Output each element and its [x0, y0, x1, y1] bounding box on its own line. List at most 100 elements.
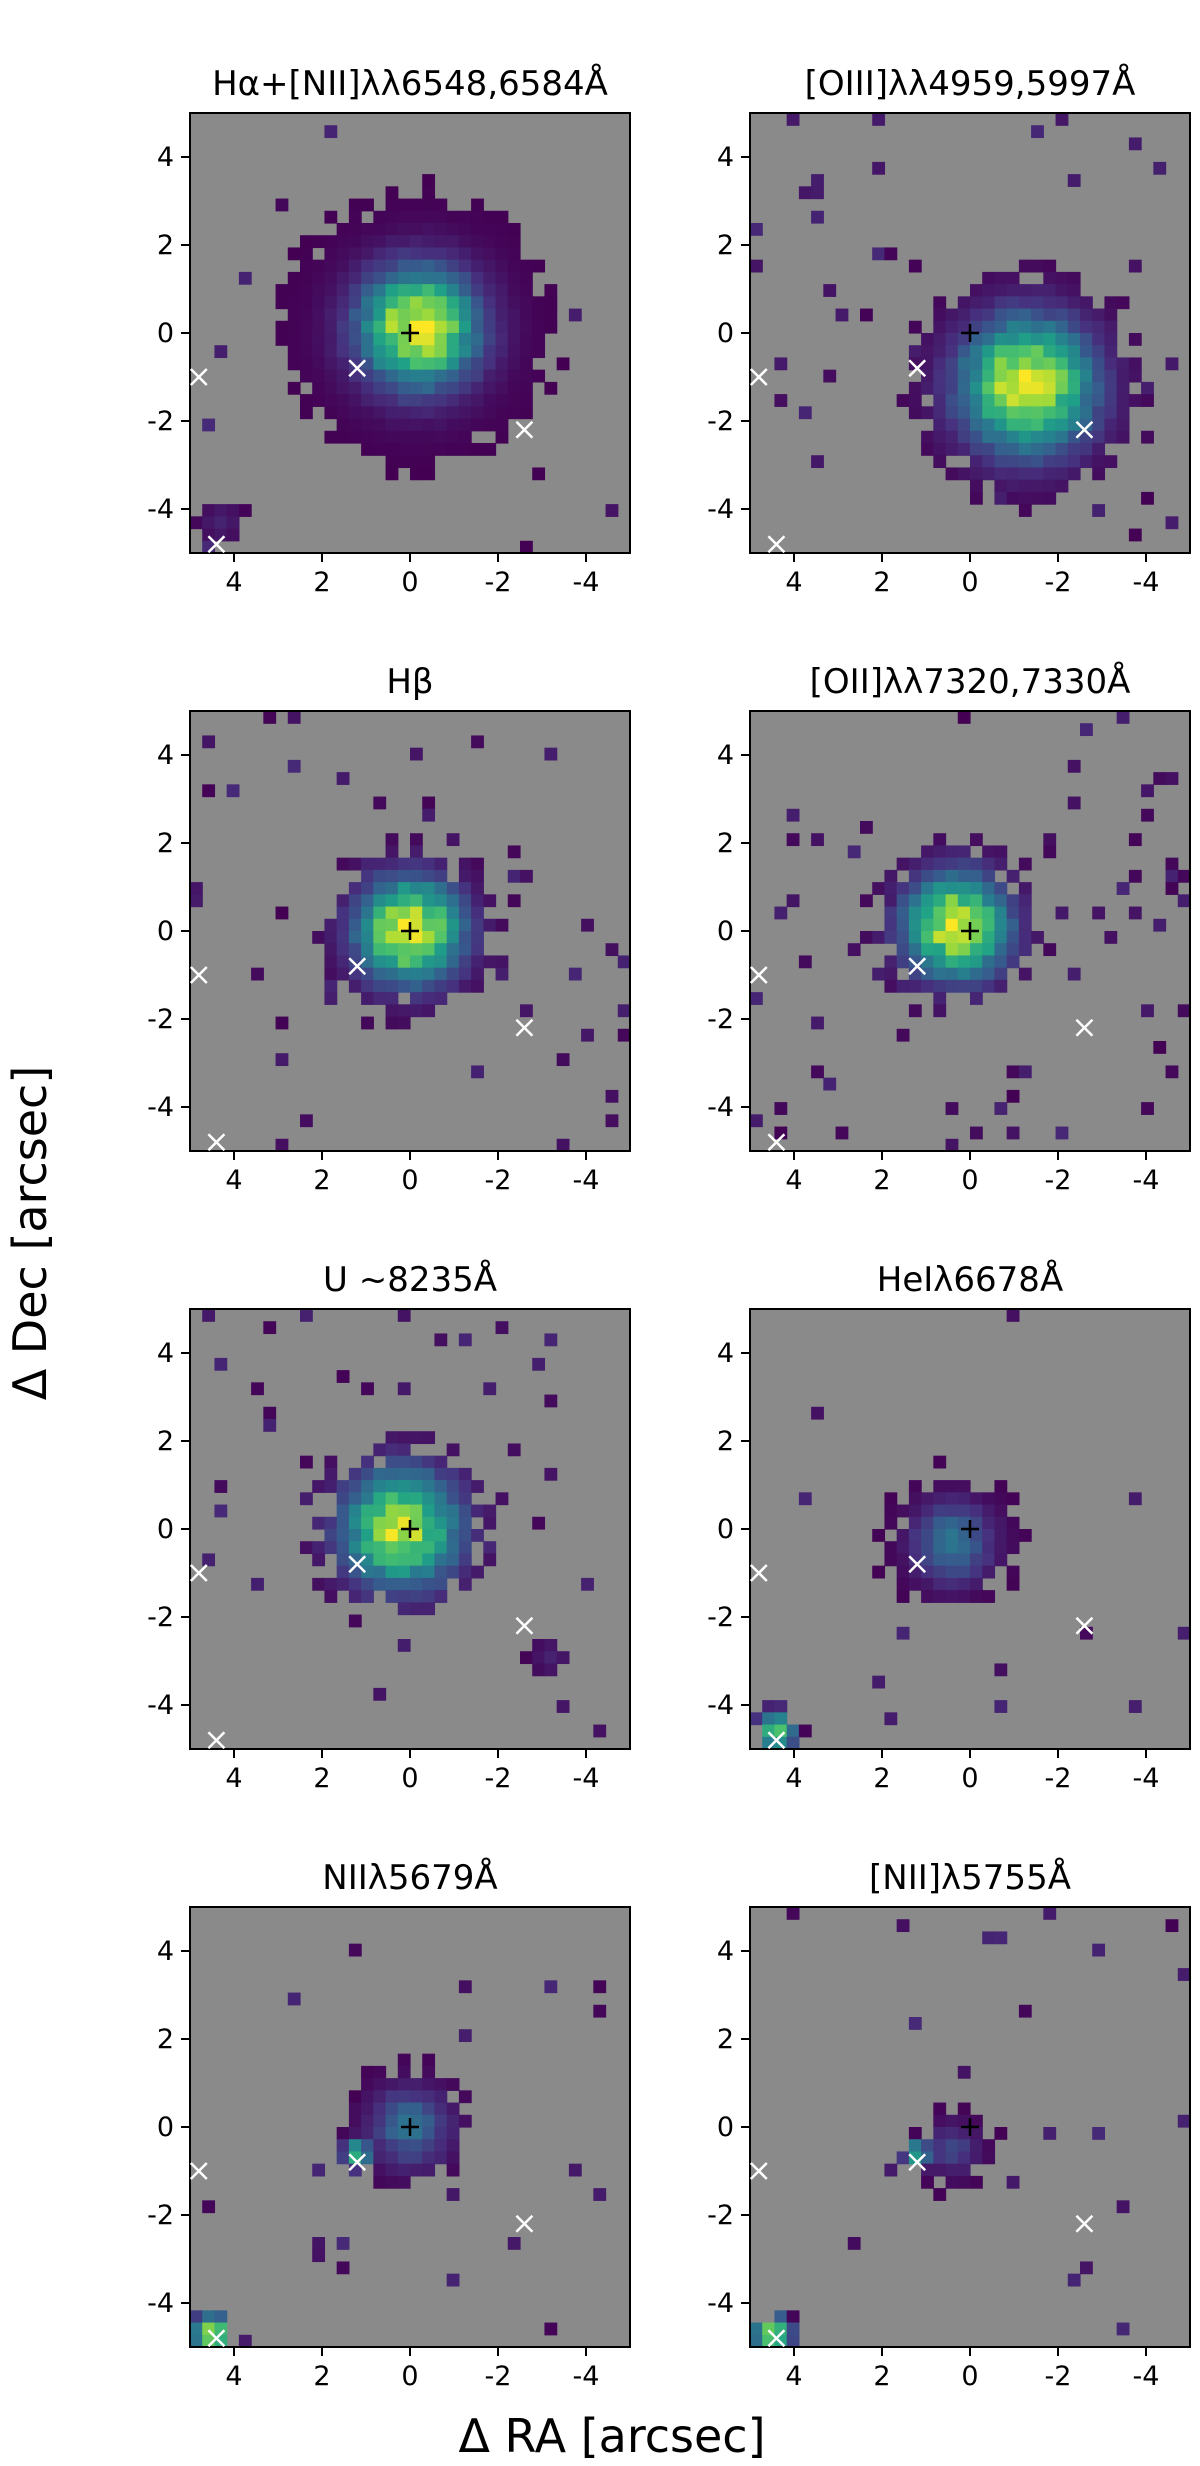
map-pixel: [532, 369, 546, 383]
map-pixel: [994, 1529, 1008, 1542]
map-pixel: [1006, 491, 1020, 505]
map-pixel: [361, 882, 374, 895]
map-pixel: [945, 1492, 959, 1506]
map-pixel: [275, 1138, 289, 1152]
map-pixel: [422, 369, 436, 383]
x-tick-label: 4: [785, 2361, 802, 2392]
map-pixel: [933, 1553, 947, 1567]
map-pixel: [483, 210, 497, 224]
map-pixel: [957, 1577, 971, 1591]
map-pixel: [581, 1577, 594, 1591]
map-pixel: [397, 247, 411, 261]
map-pixel: [957, 357, 971, 371]
map-pixel: [361, 2102, 374, 2116]
map-pixel: [786, 1724, 800, 1738]
map-pixel: [483, 247, 497, 261]
map-pixel: [1006, 479, 1020, 493]
map-pixel: [397, 296, 411, 310]
map-pixel: [1055, 345, 1069, 359]
y-tick-label: -4: [707, 494, 734, 525]
map-pixel: [786, 2322, 800, 2336]
map-pixel: [458, 284, 472, 297]
map-pixel: [774, 1712, 788, 1726]
map-pixel: [397, 2151, 411, 2165]
map-pixel: [312, 2249, 326, 2263]
map-pixel: [544, 296, 558, 310]
map-pixel: [957, 430, 971, 444]
map-pixel: [446, 235, 460, 249]
map-pixel: [1018, 455, 1032, 469]
map-pixel: [471, 735, 484, 749]
map-pixel: [397, 223, 411, 236]
map-pixel: [483, 955, 497, 969]
map-pixel: [385, 357, 399, 371]
star-marker: [515, 1616, 534, 1635]
map-pixel: [373, 906, 387, 920]
map-pixel: [446, 1516, 460, 1530]
map-pixel: [300, 1309, 313, 1322]
map-pixel: [1006, 918, 1020, 932]
map-pixel: [1031, 284, 1044, 297]
map-pixel: [422, 796, 436, 810]
map-pixel: [471, 443, 484, 456]
map-pixel: [287, 381, 301, 395]
map-pixel: [1055, 479, 1069, 493]
map-pixel: [275, 906, 289, 920]
map-pixel: [434, 2127, 448, 2140]
map-pixel: [446, 2139, 460, 2153]
map-pixel: [1055, 467, 1069, 481]
map-pixel: [1043, 406, 1057, 420]
map-pixel: [957, 918, 971, 932]
map-pixel: [410, 869, 423, 883]
center-marker: [401, 1520, 419, 1538]
x-tick-label: 0: [401, 1763, 418, 1794]
map-pixel: [434, 259, 448, 273]
map-pixel: [1031, 406, 1044, 420]
map-pixel: [483, 345, 497, 359]
map-pixel: [385, 943, 399, 957]
map-pixel: [373, 1565, 387, 1579]
center-marker: [961, 922, 979, 940]
map-pixel: [422, 992, 436, 1005]
map-pixel: [348, 906, 362, 920]
map-pixel: [532, 1663, 546, 1677]
y-tick-label: -4: [147, 2288, 174, 2319]
map-pixel: [373, 2114, 387, 2128]
map-pixel: [908, 869, 922, 883]
map-pixel: [397, 308, 411, 322]
map-pixel: [446, 357, 460, 371]
map-pixel: [1067, 796, 1081, 810]
map-pixel: [385, 869, 399, 883]
map-pixel: [190, 2334, 203, 2348]
map-pixel: [908, 345, 922, 359]
map-pixel: [982, 906, 996, 920]
x-tick-label: -2: [485, 567, 512, 598]
star-marker: [749, 2162, 768, 2180]
map-pixel: [872, 1529, 886, 1542]
map-pixel: [520, 259, 533, 273]
map-pixel: [884, 967, 898, 981]
map-pixel: [422, 406, 436, 420]
map-pixel: [544, 1980, 558, 1994]
map-pixel: [520, 369, 533, 383]
map-pixel: [422, 284, 436, 297]
map-pixel: [970, 308, 983, 322]
map-pixel: [1006, 869, 1020, 883]
x-tick-label: 0: [961, 567, 978, 598]
map-pixel: [214, 516, 228, 530]
map-pixel: [957, 320, 971, 334]
map-pixel: [483, 369, 497, 383]
map-pixel: [471, 906, 484, 920]
map-pixel: [483, 223, 497, 236]
panel-title: [OIII]λλ4959,5997Å: [805, 63, 1136, 104]
x-tick-label: 4: [225, 1763, 242, 1794]
map-pixel: [957, 869, 971, 883]
map-pixel: [226, 516, 240, 530]
map-pixel: [1104, 333, 1118, 346]
map-pixel: [324, 357, 338, 371]
map-pixel: [1018, 894, 1032, 908]
map-pixel: [1128, 869, 1142, 883]
map-pixel: [422, 235, 436, 249]
map-pixel: [495, 357, 509, 371]
map-pixel: [982, 1565, 996, 1579]
